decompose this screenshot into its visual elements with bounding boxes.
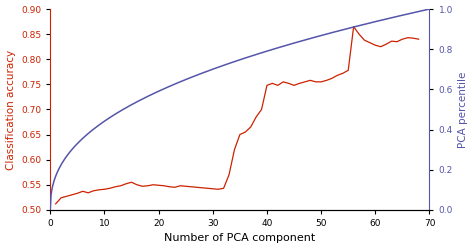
Y-axis label: PCA percentile: PCA percentile [458,71,468,148]
X-axis label: Number of PCA component: Number of PCA component [164,234,316,244]
Y-axis label: Classification accuracy: Classification accuracy [6,49,16,170]
